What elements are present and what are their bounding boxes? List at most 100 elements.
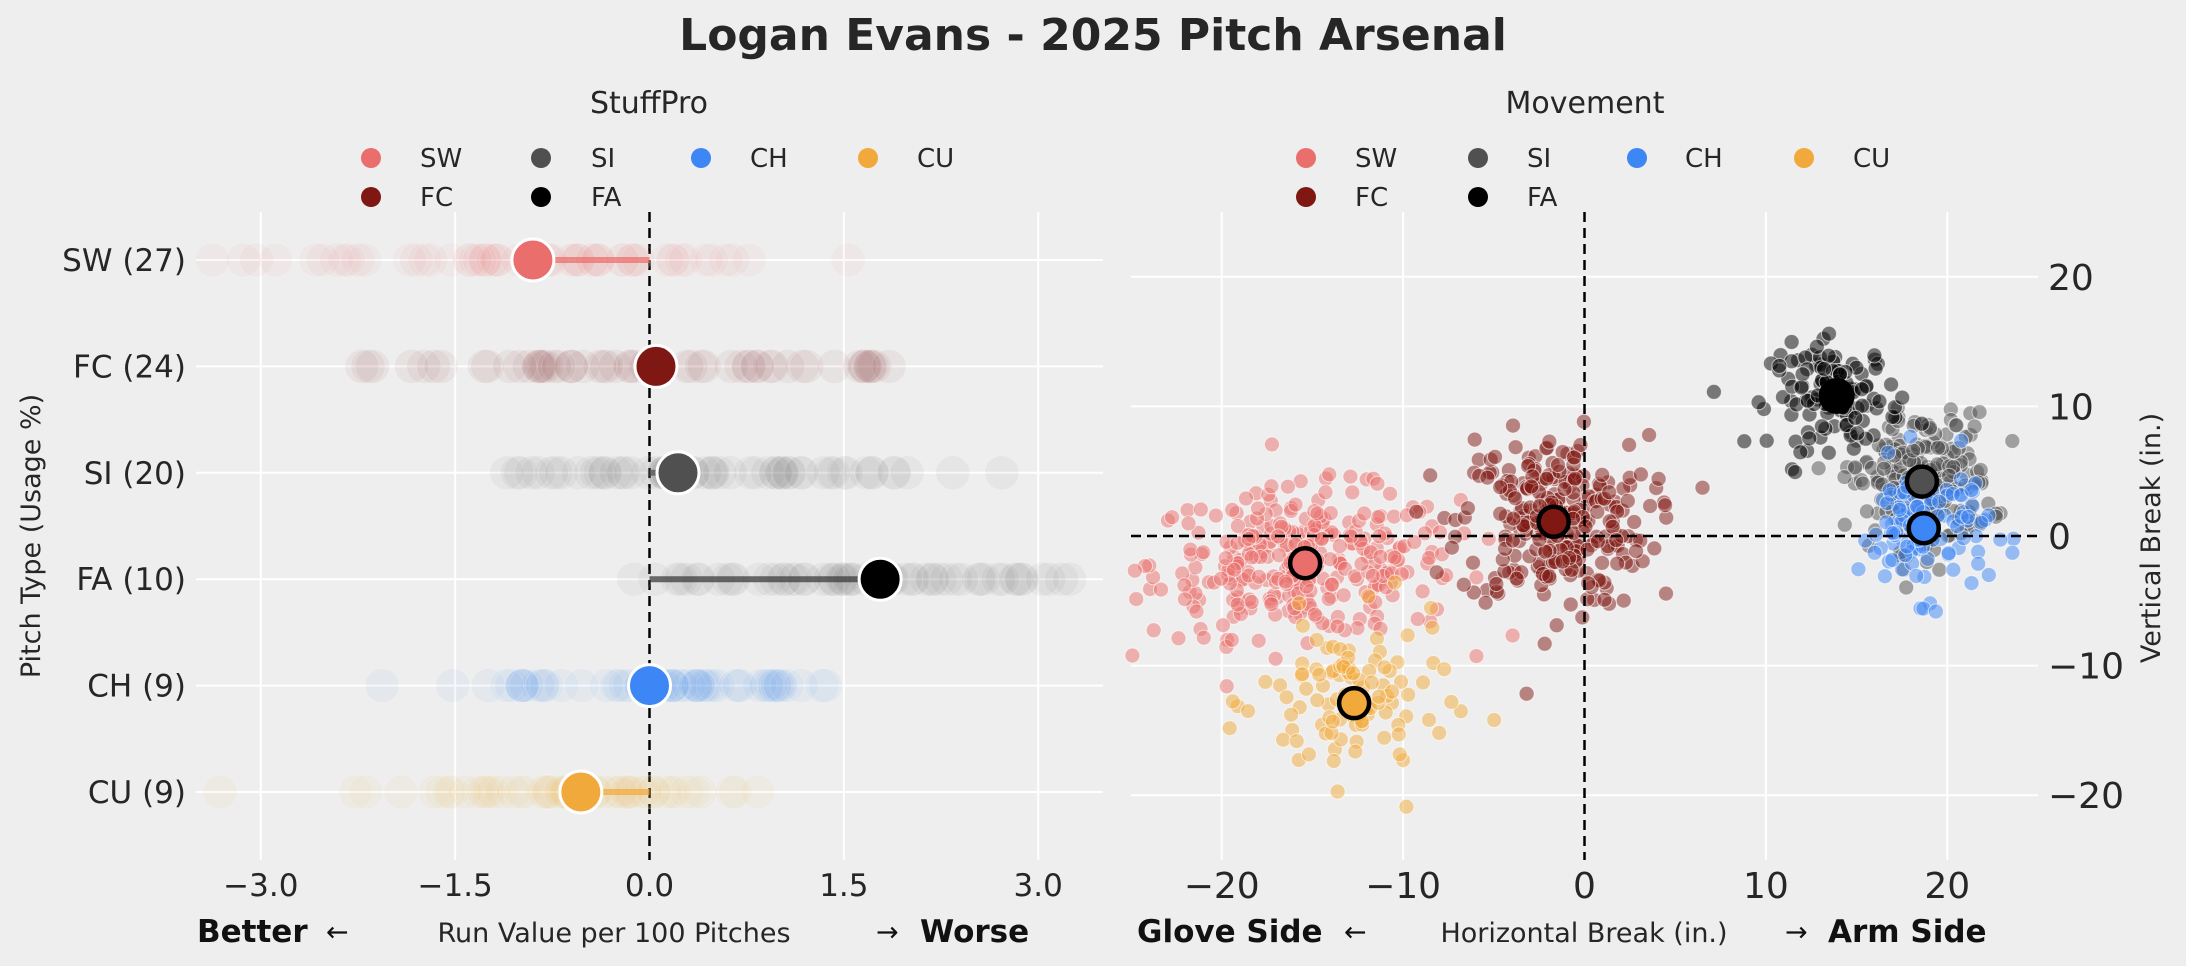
movement-left-arrow: ← [1344,917,1367,948]
stuffpro-pitch-point-ch [685,668,721,704]
movement-pitch-point-sw [1164,509,1181,526]
stuffpro-pitch-point-cu [676,774,711,810]
movement-pitch-point-ch [1908,568,1925,584]
stuffpro-pitch-point-fc [350,348,386,384]
movement-pitch-point-ch [1891,501,1908,518]
movement-pitch-point-si [1971,404,1988,421]
movement-pitch-point-fa [1866,347,1883,364]
movement-mean-marker-si [1904,464,1940,499]
stuffpro-pitch-point-fc [553,348,589,384]
movement-pitch-point-sw [1213,570,1229,587]
stuffpro-pitch-point-ch [564,668,600,704]
movement-mean-markers [1287,378,1941,721]
stuffpro-pitch-point-ch [700,668,736,704]
stuffpro-pitch-point-fc [852,348,888,384]
stuffpro-pitch-point-ch [470,668,506,704]
movement-pitch-point-fc [1443,539,1460,556]
stuffpro-pitch-point-fc [565,348,601,384]
stuffpro-legend-marker-ch [691,148,711,168]
stuffpro-pitch-point-sw [668,242,704,278]
stuffpro-pitch-point-ch [688,668,724,704]
movement-legend: SW SI CH CU FC FA [1296,144,1890,213]
movement-pitch-point-fc [1632,466,1649,483]
stuffpro-x-tick-label: 3.0 [1014,868,1063,904]
movement-pitch-point-fc [1550,457,1566,473]
movement-pitch-point-ch [1992,531,2009,548]
stuffpro-pitch-point-ch [783,668,819,704]
stuffpro-pitch-point-si [876,455,912,491]
stuffpro-legend: SW SI CH CU FC FA [361,144,954,213]
movement-pitch-point-sw [1370,509,1387,526]
movement-y-tick-label: −20 [2048,776,2124,817]
stuffpro-pitch-point-fc [846,348,882,384]
stuffpro-pitch-point-fc [842,348,878,384]
movement-pitch-point-cu [1347,743,1364,760]
stuffpro-pitch-point-cu [682,774,718,810]
stuffpro-pitch-point-si [805,455,841,491]
stuffpro-pitch-point-sw [398,242,434,278]
movement-pitch-point-fc [1466,431,1483,448]
stuffpro-right-arrow: → [876,917,899,948]
movement-pitch-point-cu [1221,720,1238,737]
stuffpro-left-arrow: ← [326,917,349,948]
movement-legend-marker-si [1468,148,1488,168]
stuffpro-pitch-point-fa [985,561,1020,597]
stuffpro-mean-marker-ch [627,663,672,709]
movement-pitch-point-fc [1574,609,1591,626]
stuffpro-pitch-point-ch [721,668,757,704]
stuffpro-pitch-point-fc [770,348,806,384]
movement-pitch-point-si [1858,503,1875,520]
movement-x-tick-label: 0 [1573,866,1596,907]
stuffpro-pitch-point-sw [731,242,767,278]
movement-pitch-point-fc [1589,503,1606,520]
stuffpro-mean-marker-fc [633,343,679,389]
movement-pitch-point-fc [1596,591,1613,608]
movement-pitch-point-ch [1885,525,1902,542]
stuffpro-pitch-point-si [848,455,884,491]
stuffpro-pitch-point-cu [669,774,705,810]
stuffpro-pitch-point-fa [944,561,980,597]
stuffpro-pitch-point-fc [529,348,564,384]
stuffpro-pitch-point-si [826,455,862,491]
stuffpro-pitch-point-fc [686,348,722,384]
stuffpro-mean-marker-fa [857,556,903,602]
movement-pitch-point-cu [1324,713,1341,730]
movement-pitch-point-sw [1279,478,1296,495]
movement-pitch-point-sw [1229,596,1246,613]
movement-pitch-point-cu [1452,703,1469,720]
movement-x-tick-label: −20 [1184,866,1260,907]
stuffpro-x-tick-label: −1.5 [418,868,493,904]
movement-pitch-point-cu [1308,631,1325,648]
movement-pitch-point-cu [1376,729,1393,746]
stuffpro-pitch-point-si [935,455,971,491]
movement-pitch-point-fc [1657,497,1674,514]
movement-pitch-point-fa [1801,430,1818,447]
movement-pitch-point-sw [1218,678,1235,695]
stuffpro-pitch-point-fa [1031,561,1067,597]
movement-pitch-point-sw [1317,484,1334,501]
movement-pitch-point-sw [1238,490,1254,507]
movement-pitch-point-cu [1423,600,1439,616]
stuffpro-pitch-point-si [758,455,794,491]
stuffpro-x-tick-label: 0.0 [625,868,674,904]
stuffpro-pitch-point-fc [723,348,759,384]
movement-pitch-point-sw [1195,544,1212,561]
stuffpro-pitch-point-si [582,455,618,491]
movement-pitch-point-sw [1124,647,1141,664]
movement-legend-marker-fa [1468,187,1488,207]
movement-pitch-point-fc [1536,635,1553,652]
stuffpro-pitch-point-si [771,455,807,491]
stuffpro-pitch-point-si [534,455,569,491]
stuffpro-pitch-point-ch [504,668,540,704]
stuffpro-pitch-point-sw [330,242,366,278]
movement-pitch-point-fa [1849,425,1866,442]
movement-pitch-point-ch [1953,471,1969,488]
movement-pitch-point-sw [1267,650,1284,667]
stuffpro-pitch-point-sw [457,242,493,278]
stuffpro-pitch-point-si [815,455,851,491]
movement-pitch-point-fc [1601,484,1618,501]
stuffpro-pitch-point-sw [467,242,503,278]
stuffpro-pitch-point-fa [1024,561,1060,597]
stuffpro-pitch-point-ch [718,668,754,704]
movement-pitch-point-cu [1399,627,1416,644]
